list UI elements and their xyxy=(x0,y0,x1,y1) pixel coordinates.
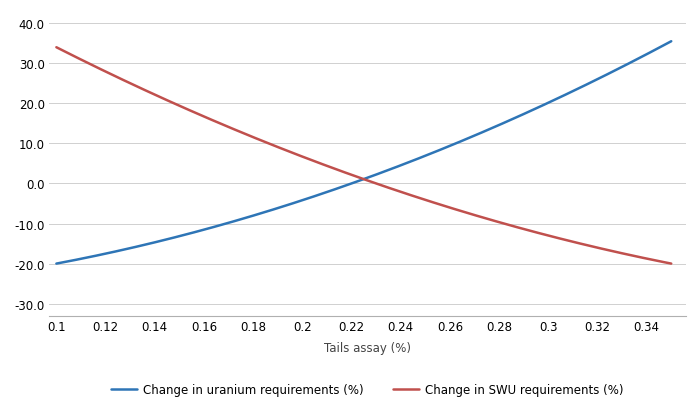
Change in SWU requirements (%) xyxy=(348,173,356,178)
Change in uranium requirements (%) xyxy=(418,155,426,160)
Change in SWU requirements (%) xyxy=(556,237,564,241)
Change in uranium requirements (%) xyxy=(52,262,61,266)
Change in uranium requirements (%) xyxy=(652,47,661,52)
X-axis label: Tails assay (%): Tails assay (%) xyxy=(324,341,411,354)
Change in uranium requirements (%) xyxy=(348,181,356,186)
Line: Change in SWU requirements (%): Change in SWU requirements (%) xyxy=(57,48,671,264)
Change in SWU requirements (%) xyxy=(52,46,61,51)
Change in SWU requirements (%) xyxy=(652,258,661,263)
Change in uranium requirements (%) xyxy=(556,96,564,100)
Change in SWU requirements (%) xyxy=(385,186,393,191)
Line: Change in uranium requirements (%): Change in uranium requirements (%) xyxy=(57,42,671,264)
Change in uranium requirements (%) xyxy=(667,40,676,45)
Legend: Change in uranium requirements (%), Change in SWU requirements (%): Change in uranium requirements (%), Chan… xyxy=(106,379,629,401)
Change in uranium requirements (%) xyxy=(385,168,393,173)
Change in uranium requirements (%) xyxy=(344,183,353,188)
Change in SWU requirements (%) xyxy=(344,172,353,177)
Change in SWU requirements (%) xyxy=(667,262,676,266)
Change in SWU requirements (%) xyxy=(418,197,426,202)
